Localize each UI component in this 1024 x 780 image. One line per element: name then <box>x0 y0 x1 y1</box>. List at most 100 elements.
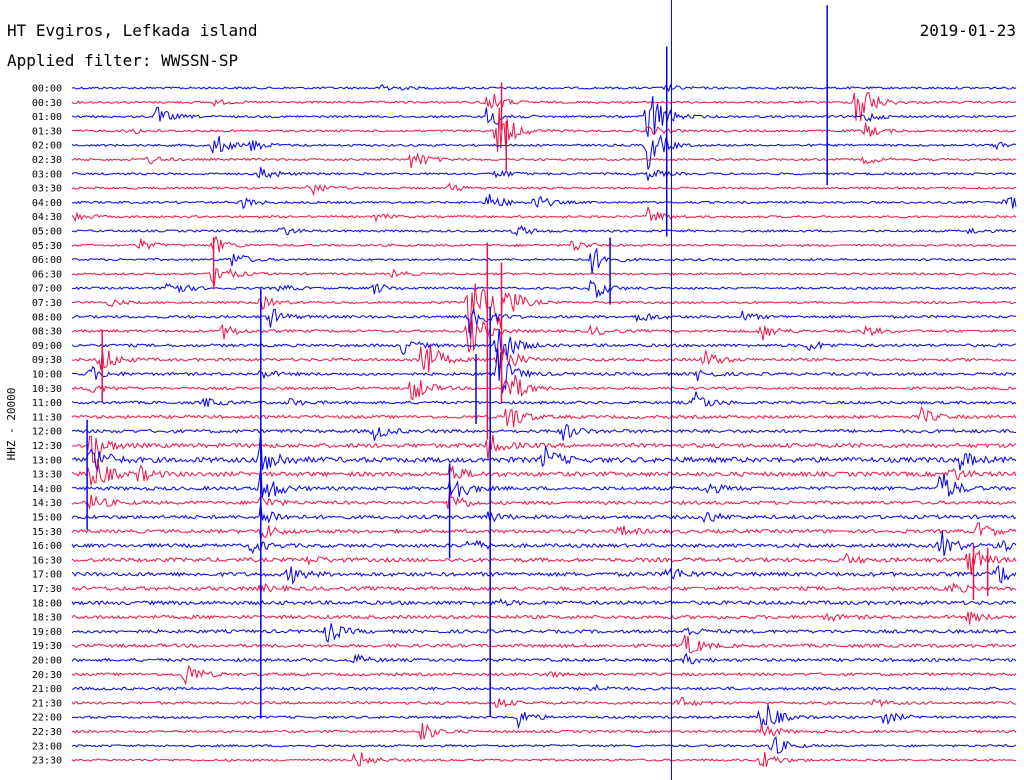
trace-group <box>71 5 1017 768</box>
row-time-label: 02:30 <box>32 155 62 166</box>
trace-line <box>71 96 1017 138</box>
trace-line <box>71 391 1017 407</box>
row-time-label: 09:30 <box>32 355 62 366</box>
row-time-label: 11:00 <box>32 398 62 409</box>
trace-line <box>71 405 1017 428</box>
trace-line <box>71 318 1017 353</box>
row-time-label: 18:00 <box>32 598 62 609</box>
trace-line <box>71 308 1017 339</box>
trace-line <box>71 530 1017 557</box>
trace-line <box>71 166 1016 181</box>
trace-line <box>71 329 1017 361</box>
row-time-label: 01:30 <box>32 126 62 137</box>
row-time-label: 23:30 <box>32 756 62 767</box>
trace-line <box>71 205 1017 223</box>
trace-line <box>71 522 1017 540</box>
row-time-label: 00:00 <box>32 84 62 95</box>
row-time-label: 21:00 <box>32 684 62 695</box>
row-time-label: 22:00 <box>32 713 62 724</box>
trace-line <box>71 279 1017 298</box>
row-time-label: 12:00 <box>32 427 62 438</box>
row-time-label: 04:30 <box>32 212 62 223</box>
row-time-label: 02:00 <box>32 141 62 152</box>
trace-line <box>71 83 1017 93</box>
row-time-label: 18:30 <box>32 613 62 624</box>
row-time-label: 15:30 <box>32 527 62 538</box>
row-time-label: 07:00 <box>32 284 62 295</box>
trace-line <box>71 423 1017 441</box>
trace-line <box>71 247 1016 275</box>
trace-line <box>71 664 1017 686</box>
row-time-label: 22:30 <box>32 727 62 738</box>
row-time-label: 09:00 <box>32 341 62 352</box>
trace-line <box>71 683 1017 692</box>
row-time-label: 06:30 <box>32 269 62 280</box>
row-time-label: 01:00 <box>32 112 62 123</box>
trace-line <box>71 182 1017 197</box>
row-time-label: 10:00 <box>32 370 62 381</box>
row-time-label: 17:00 <box>32 570 62 581</box>
row-time-label: 19:00 <box>32 627 62 638</box>
trace-line <box>71 722 1017 740</box>
row-time-label: 19:30 <box>32 641 62 652</box>
row-time-label: 13:30 <box>32 470 62 481</box>
trace-line <box>71 92 1017 122</box>
trace-line <box>71 347 1017 394</box>
row-time-label: 05:00 <box>32 227 62 238</box>
filter-label: Applied filter: WWSSN-SP <box>7 51 238 70</box>
trace-line <box>71 696 1017 708</box>
row-time-label: 08:30 <box>32 327 62 338</box>
row-time-label: 21:30 <box>32 698 62 709</box>
row-time-label: 23:00 <box>32 741 62 752</box>
trace-line <box>71 652 1017 665</box>
trace-line <box>71 235 1017 253</box>
trace-line <box>71 466 1017 498</box>
row-time-label: 05:30 <box>32 241 62 252</box>
trace-line <box>71 598 1017 607</box>
trace-line <box>71 343 1017 373</box>
row-time-label: 20:00 <box>32 656 62 667</box>
trace-line <box>71 151 1017 169</box>
trace-line <box>71 736 1017 754</box>
trace-line <box>71 704 1017 730</box>
trace-line <box>72 429 1017 473</box>
row-time-label: 00:30 <box>32 98 62 109</box>
trace-line <box>71 459 1017 486</box>
trace-line <box>71 501 1017 524</box>
row-label-group: 00:00 00:30 01:00 01:30 02:00 02:30 03:00 03:30… <box>32 84 62 767</box>
date-label: 2019-01-23 <box>920 21 1016 40</box>
row-time-label: 17:30 <box>32 584 62 595</box>
y-axis-label: HHZ - 20000 <box>5 388 18 461</box>
trace-line <box>71 194 1017 210</box>
trace-line <box>71 623 1017 644</box>
trace-line <box>71 549 1017 576</box>
row-time-label: 13:00 <box>32 455 62 466</box>
trace-line <box>71 107 1017 153</box>
row-time-label: 15:00 <box>32 513 62 524</box>
row-time-label: 20:30 <box>32 670 62 681</box>
trace-line <box>71 134 1017 170</box>
row-time-label: 04:00 <box>32 198 62 209</box>
trace-line <box>71 581 1017 595</box>
station-title: HT Evgiros, Lefkada island <box>7 21 257 40</box>
row-time-label: 12:30 <box>32 441 62 452</box>
trace-line <box>71 565 1017 585</box>
row-time-label: 14:30 <box>32 498 62 509</box>
row-time-label: 07:30 <box>32 298 62 309</box>
row-time-label: 03:00 <box>32 169 62 180</box>
row-time-label: 11:30 <box>32 412 62 423</box>
row-time-label: 14:00 <box>32 484 62 495</box>
trace-line <box>71 611 1017 625</box>
row-time-label: 16:00 <box>32 541 62 552</box>
row-time-label: 08:00 <box>32 312 62 323</box>
trace-line <box>71 374 1017 401</box>
trace-line <box>71 752 1017 768</box>
row-time-label: 10:30 <box>32 384 62 395</box>
trace-line <box>71 283 1017 333</box>
trace-line <box>71 434 1017 463</box>
trace-line <box>71 225 1017 237</box>
row-time-label: 16:30 <box>32 555 62 566</box>
row-time-label: 06:00 <box>32 255 62 266</box>
